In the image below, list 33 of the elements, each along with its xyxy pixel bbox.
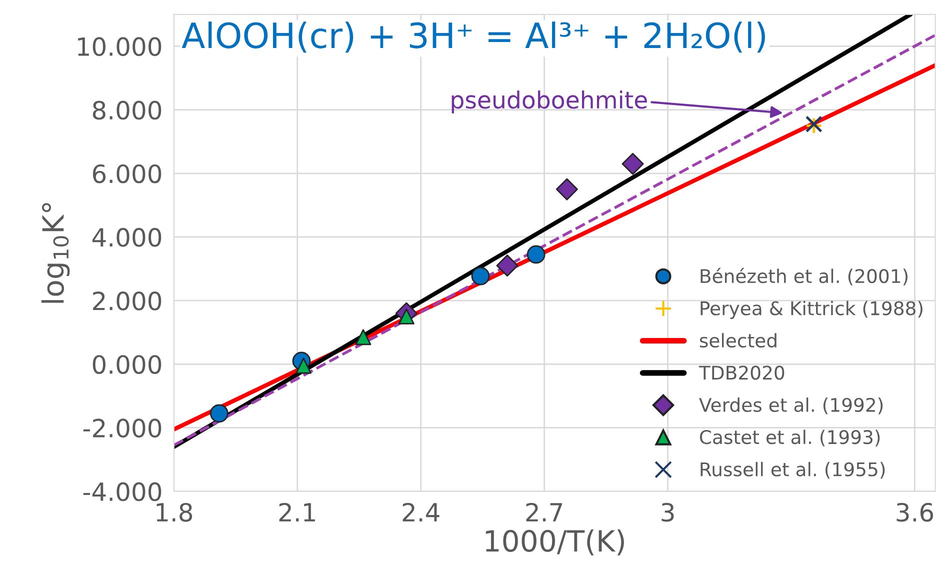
y-axis-title: log$_{10}$K° — [41, 203, 70, 303]
legend-label: Russell et al. (1955) — [700, 462, 885, 479]
y-tick-label: -4.000 — [83, 482, 162, 502]
y-tick-label: 0.000 — [92, 355, 162, 374]
x-tick-label: 3.6 — [896, 502, 934, 522]
legend-label: selected — [700, 333, 776, 348]
legend-label: Peryea & Kittrick (1988) — [700, 300, 922, 320]
legend-label: Verdes et al. (1992) — [699, 397, 883, 414]
y-tick-label: 2.000 — [93, 292, 162, 310]
legend-label: Castet et al. (1993) — [700, 430, 880, 446]
legend-label: TDB2020 — [698, 366, 784, 380]
point — [622, 152, 644, 175]
x-tick-label: 2.1 — [279, 502, 315, 522]
y-tick-label: -2.000 — [83, 418, 162, 438]
point — [496, 254, 518, 277]
point — [471, 266, 490, 286]
y-tick-label: 10.000 — [78, 37, 162, 56]
x-axis-title: 1000/T(K) — [486, 529, 624, 556]
annotation: pseudoboehmite — [452, 90, 647, 114]
y-tick-label: 4.000 — [92, 228, 162, 247]
point — [296, 358, 312, 374]
point — [355, 329, 372, 346]
point — [210, 404, 228, 423]
legend-label: Bénézeth et al. (2001) — [700, 268, 908, 286]
point — [526, 245, 546, 264]
x-tick-label: 1.8 — [156, 502, 192, 522]
x-tick-label: 2.4 — [402, 502, 440, 522]
x-tick-label: 3 — [662, 502, 674, 522]
y-tick-label: 8.000 — [92, 100, 162, 120]
x-tick-label: 2.7 — [526, 502, 562, 522]
chart-title: AlOOH(cr) + 3H⁺ = Al³⁺ + 2H₂O(l) — [182, 22, 766, 53]
point — [556, 178, 578, 200]
y-tick-label: 6.000 — [92, 164, 162, 184]
